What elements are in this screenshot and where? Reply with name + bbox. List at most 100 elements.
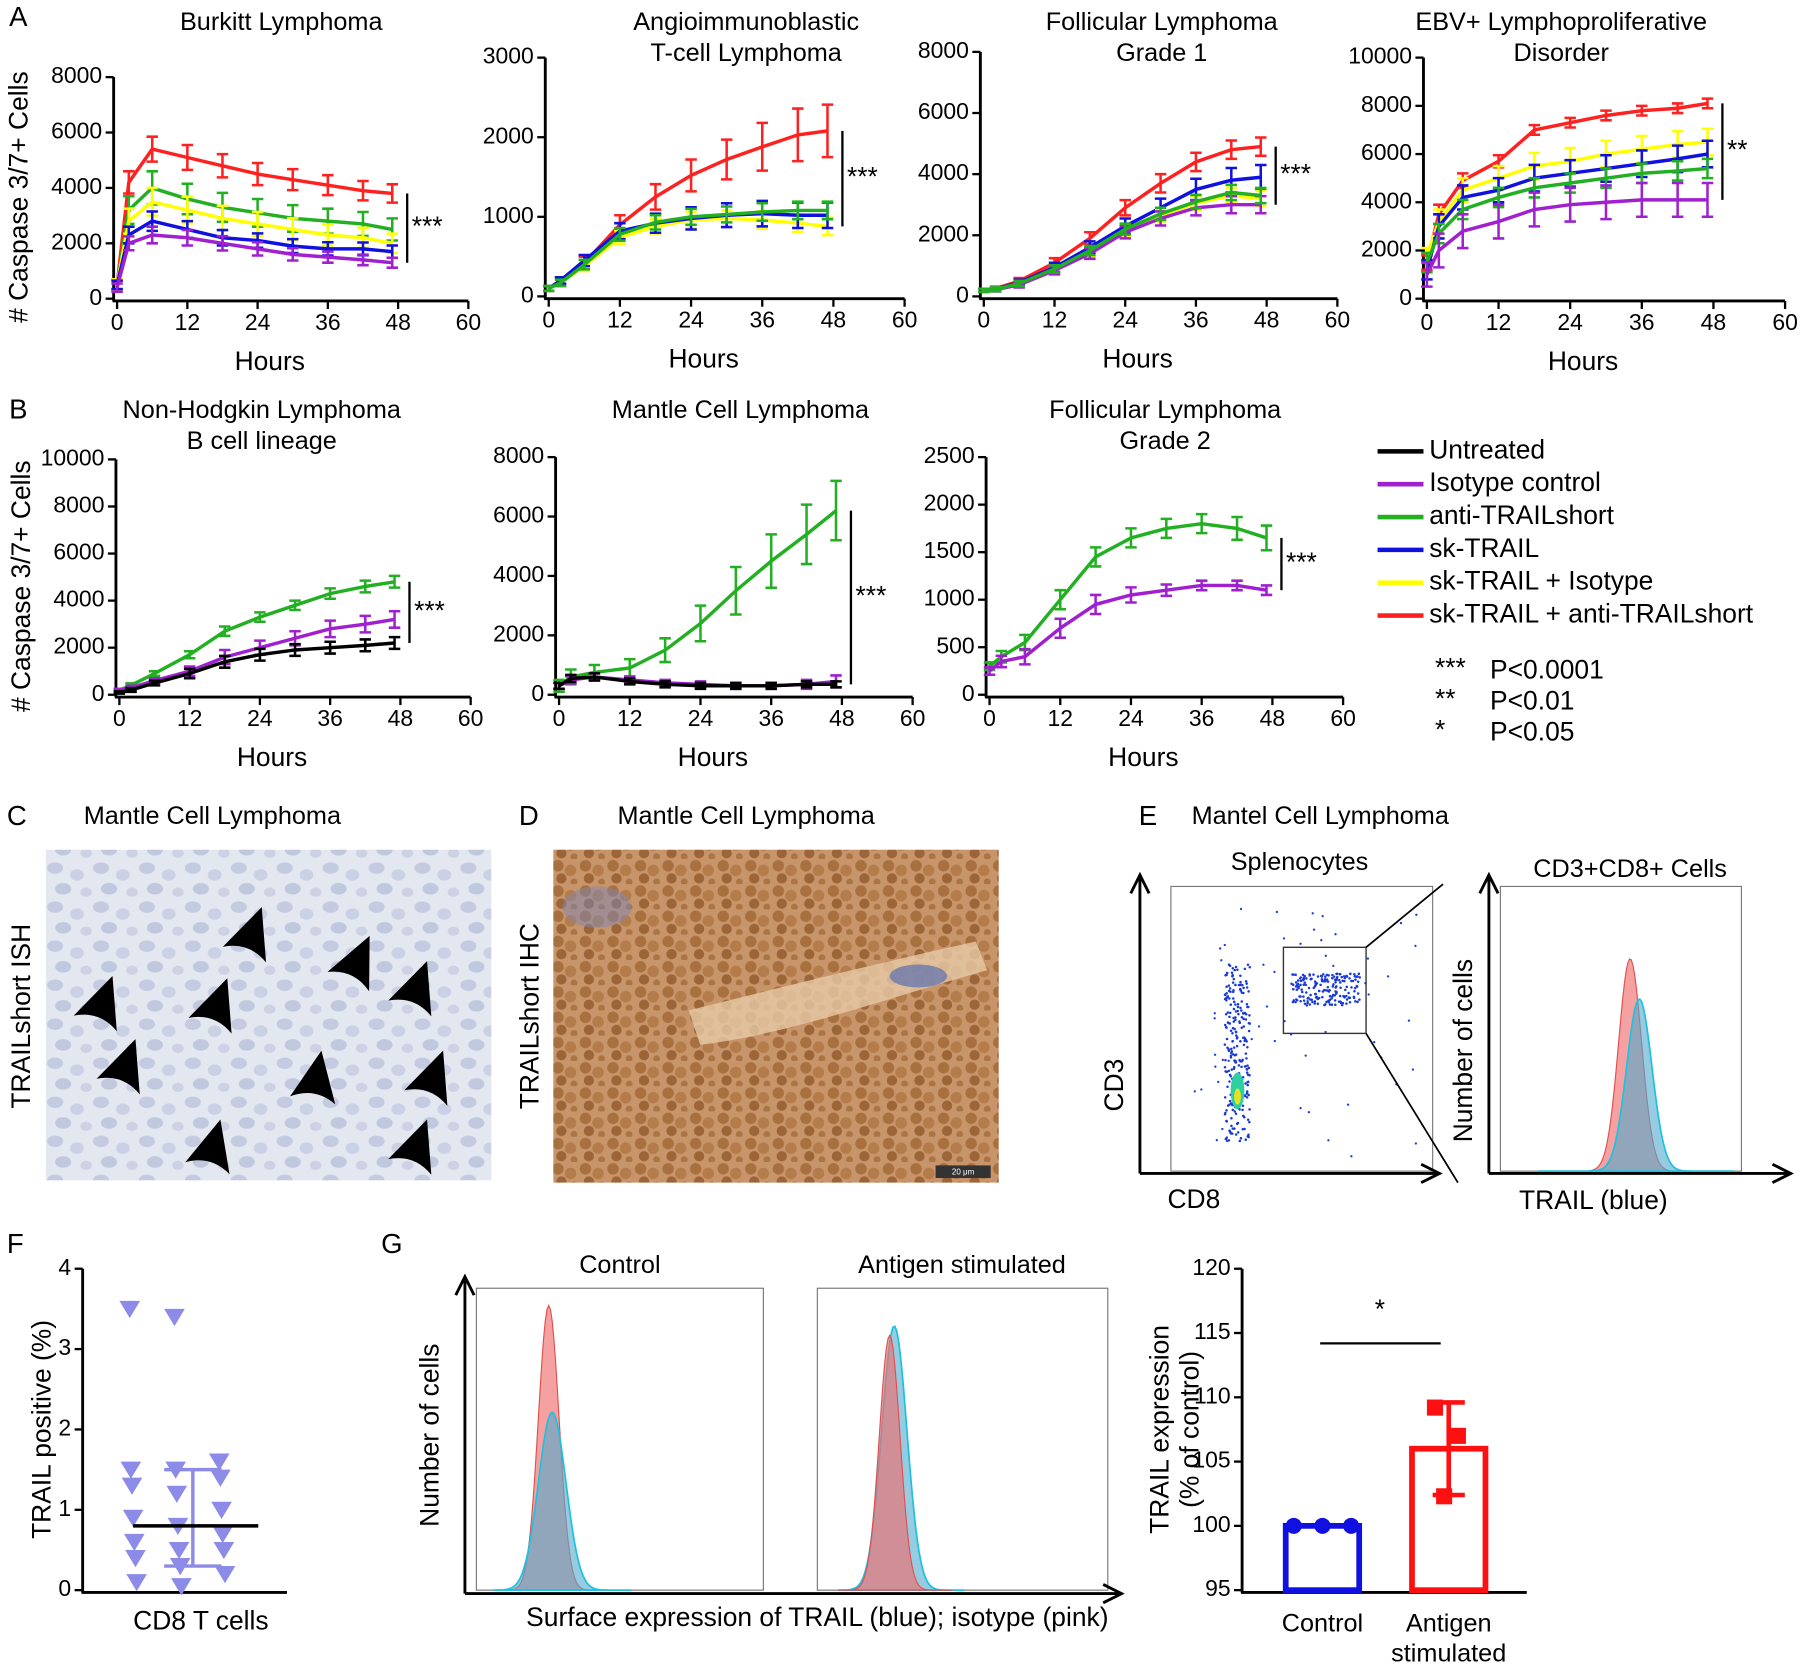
significance-label: ***: [847, 162, 878, 192]
event: [1234, 1030, 1238, 1034]
event: [1319, 974, 1323, 978]
event: [1242, 1043, 1246, 1047]
y-tick-label: 500: [936, 632, 974, 658]
x-tick-label: 60: [892, 307, 918, 333]
event: [1358, 998, 1361, 1001]
event: [1231, 1108, 1235, 1112]
event: [1247, 1029, 1251, 1033]
gate-connector: [1365, 883, 1444, 948]
chart-title: Non-Hodgkin Lymphoma: [123, 396, 402, 424]
event: [1326, 985, 1330, 989]
y-tick-label: 120: [1192, 1254, 1230, 1280]
significance-label: *: [1375, 1294, 1385, 1324]
event: [1247, 1066, 1251, 1070]
point: [1314, 1517, 1331, 1534]
event: [1232, 988, 1235, 992]
event: [1241, 1036, 1245, 1040]
event: [1245, 1067, 1249, 1071]
event: [1298, 977, 1302, 980]
event: [1331, 973, 1334, 977]
gate-connector: [1365, 1032, 1459, 1184]
series-line: [1425, 198, 1708, 276]
x-tick-label: 0: [983, 705, 996, 731]
dot: [119, 1300, 141, 1319]
event: [1241, 1075, 1245, 1079]
x-tick-label: 12: [175, 309, 201, 335]
significance-label: P<0.01: [1490, 686, 1574, 716]
point: [1343, 1517, 1360, 1534]
event: [1354, 978, 1357, 981]
event: [1334, 981, 1337, 984]
event: [1225, 1109, 1228, 1112]
event: [1411, 1068, 1415, 1071]
event: [1341, 1001, 1345, 1005]
dot: [213, 1541, 235, 1560]
event: [1344, 988, 1347, 992]
y-tick-label: 100: [1192, 1511, 1230, 1537]
event: [1245, 1057, 1248, 1060]
event: [1234, 1112, 1238, 1116]
event: [1332, 964, 1335, 968]
significance-label: ***: [412, 211, 443, 241]
event: [1341, 979, 1344, 982]
event: [1247, 990, 1250, 993]
y-tick-label: 0: [89, 284, 102, 310]
event: [1223, 943, 1226, 947]
event: [1353, 986, 1357, 990]
event: [1237, 1064, 1241, 1067]
y-tick-label: 1000: [924, 585, 975, 611]
x-tick-label: 36: [317, 705, 343, 731]
event: [1250, 1037, 1253, 1041]
event: [1232, 1020, 1236, 1023]
event: [1342, 995, 1346, 998]
event: [1351, 979, 1355, 983]
event: [1225, 1070, 1229, 1074]
legend-label: anti-TRAILshort: [1429, 500, 1614, 530]
error-bar: [821, 103, 834, 159]
x-tick-label: CD8 T cells: [133, 1605, 268, 1635]
event: [1319, 983, 1322, 987]
event: [1223, 1023, 1227, 1027]
y-axis-label: # Caspase 3/7+ Cells: [6, 460, 36, 712]
event: [1356, 1000, 1359, 1004]
event: [1347, 991, 1350, 995]
significance-label: ***: [1280, 159, 1311, 189]
dot: [208, 1453, 230, 1471]
x-tick-label: 12: [177, 705, 203, 731]
event: [1225, 1119, 1228, 1123]
event: [1229, 1029, 1233, 1033]
scale-bar: [935, 1165, 991, 1179]
event: [1242, 986, 1245, 990]
chart-title: EBV+ Lymphoproliferative: [1415, 8, 1707, 36]
event: [1239, 1006, 1242, 1010]
panel-title: Mantel Cell Lymphoma: [1192, 802, 1450, 830]
y-tick-label: 4000: [1361, 187, 1412, 213]
event: [1230, 1050, 1234, 1053]
event: [1386, 975, 1390, 978]
event: [1247, 1133, 1250, 1137]
event: [1242, 1025, 1246, 1028]
event: [1241, 1127, 1245, 1131]
panel-label: A: [9, 1, 28, 32]
legend-label: sk-TRAIL + anti-TRAILshort: [1429, 599, 1754, 629]
dot: [171, 1578, 192, 1596]
event: [1230, 1132, 1234, 1135]
event: [1282, 937, 1286, 940]
event: [1245, 1096, 1249, 1099]
panel-label: G: [381, 1228, 402, 1259]
event: [1245, 1071, 1249, 1074]
event: [1234, 1059, 1237, 1063]
event: [1327, 974, 1330, 977]
event: [1296, 979, 1300, 982]
event: [1226, 995, 1229, 999]
event: [1350, 1155, 1353, 1158]
event: [1354, 1000, 1357, 1003]
event: [1245, 1090, 1249, 1093]
y-tick-label: 6000: [51, 118, 102, 144]
y-tick-label: 4000: [51, 173, 102, 199]
y-axis-label: (% of control): [1175, 1351, 1205, 1508]
chart-title: Grade 2: [1120, 427, 1211, 455]
y-axis-label: TRAIL expression: [1145, 1325, 1175, 1534]
y-tick-label: 2000: [924, 490, 975, 516]
